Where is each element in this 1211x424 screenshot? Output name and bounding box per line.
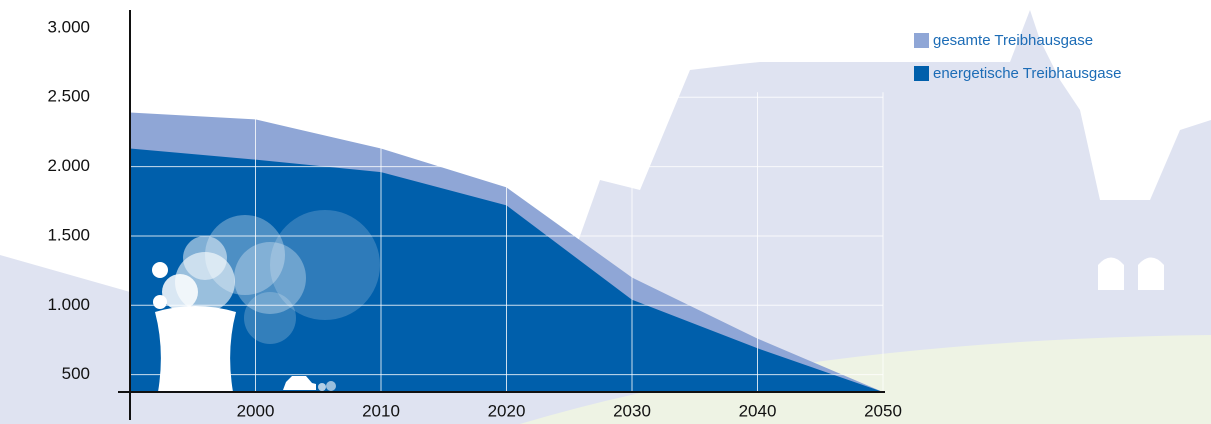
legend-label: gesamte Treibhausgase (933, 32, 1093, 49)
y-tick-label: 2.000 (47, 156, 90, 175)
x-tick-label: 2010 (362, 401, 400, 420)
legend-label: energetische Treibhausgase (933, 65, 1121, 82)
x-tick-label: 2020 (488, 401, 526, 420)
background-hill (520, 335, 1211, 424)
x-tick-label: 2050 (864, 401, 902, 420)
x-tick-label: 2040 (739, 401, 777, 420)
y-tick-label: 2.500 (47, 87, 90, 106)
y-tick-label: 1.500 (47, 225, 90, 244)
y-tick-label: 1.000 (47, 295, 90, 314)
x-tick-label: 2000 (237, 401, 275, 420)
y-tick-label: 500 (62, 364, 90, 383)
decoration (152, 210, 380, 392)
arches (1098, 257, 1164, 290)
x-tick-label: 2030 (613, 401, 651, 420)
plot (130, 27, 884, 393)
legend-swatch (914, 66, 929, 81)
y-tick-label: 3.000 (47, 17, 90, 36)
legend-swatch (914, 33, 929, 48)
